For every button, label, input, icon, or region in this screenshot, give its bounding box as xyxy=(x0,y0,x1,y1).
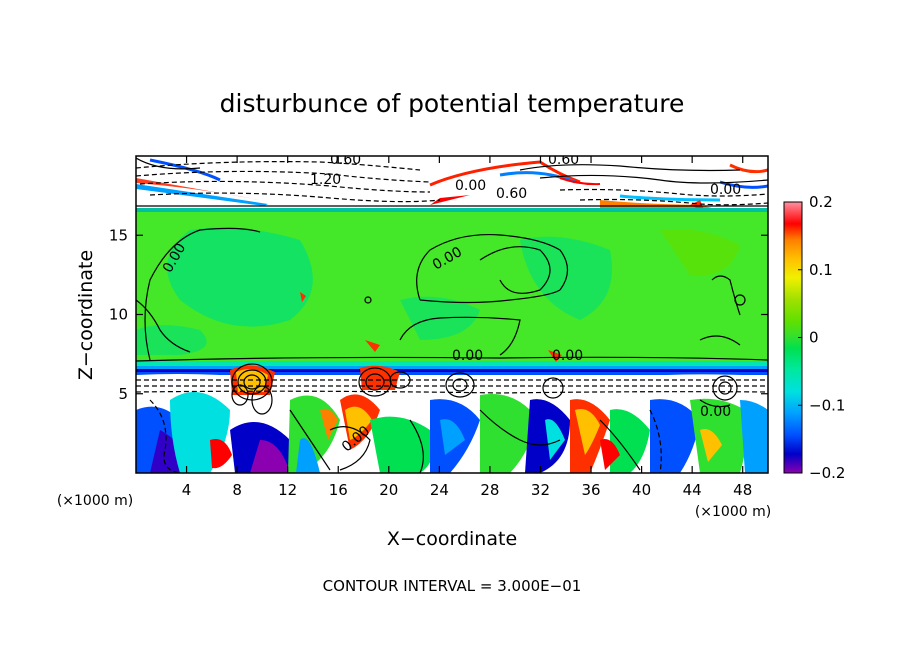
x-tick-label: 16 xyxy=(329,481,348,499)
contour-interval-label: CONTOUR INTERVAL = xyxy=(323,577,498,595)
y-tick-label: 15 xyxy=(109,226,128,244)
convective-cell-contours xyxy=(231,294,746,415)
colorbar-tick-label: −0.2 xyxy=(809,464,845,482)
x-tick-label: 32 xyxy=(531,481,550,499)
inversion-band xyxy=(136,366,768,375)
colorbar-tick-label: 0.1 xyxy=(809,261,833,279)
contour-label: 1.20 xyxy=(310,172,341,188)
contour-lines xyxy=(136,157,768,473)
colorbar-tick-label: −0.1 xyxy=(809,396,845,414)
x-tick-label: 28 xyxy=(480,481,499,499)
y-tick-label: 10 xyxy=(109,306,128,324)
x-tick-label: 36 xyxy=(581,481,600,499)
contour-label: 0.00 xyxy=(710,182,741,198)
chart-title: disturbunce of potential temperature xyxy=(220,89,685,118)
x-tick-label: 8 xyxy=(232,481,242,499)
y-axis: 5 10 15 xyxy=(109,226,768,403)
x-unit-label: (×1000 m) xyxy=(695,504,771,520)
mid-layer-field xyxy=(136,212,768,368)
contour-label: 0.60 xyxy=(496,186,527,202)
contour-interval-note: CONTOUR INTERVAL = 3.000E−01 xyxy=(323,577,582,595)
contour-label: 0.60 xyxy=(548,152,579,168)
x-axis-label: X−coordinate xyxy=(387,528,517,550)
y-tick-label: 5 xyxy=(118,385,128,403)
x-tick-label: 4 xyxy=(182,481,192,499)
colorbar: 0.2 0.1 0 −0.1 −0.2 xyxy=(783,193,845,482)
x-tick-label: 40 xyxy=(632,481,651,499)
contour-label: 0.00 xyxy=(452,348,483,364)
x-axis: 4 8 12 16 20 24 28 32 36 40 44 48 xyxy=(182,156,752,499)
contour-label: 0.00 xyxy=(552,348,583,364)
x-tick-label: 20 xyxy=(379,481,398,499)
x-tick-label: 44 xyxy=(683,481,702,499)
contour-interval-value: 3.000E−01 xyxy=(497,577,581,595)
colorbar-tick-label: 0.2 xyxy=(809,193,833,211)
contour-label: 0.60 xyxy=(330,152,361,168)
x-tick-label: 48 xyxy=(733,481,752,499)
upper-layer-field xyxy=(136,156,768,212)
contour-label: 0.00 xyxy=(455,178,486,194)
lower-layer-field xyxy=(136,292,768,473)
colorbar-tick-label: 0 xyxy=(809,329,819,347)
y-axis-label: Z−coordinate xyxy=(75,250,97,380)
colorbar-ticks: 0.2 0.1 0 −0.1 −0.2 xyxy=(798,193,845,482)
y-unit-label: (×1000 m) xyxy=(57,493,133,509)
x-tick-label: 12 xyxy=(278,481,297,499)
plot-area: 0.60 1.20 0.60 0.00 0.60 0.00 0.00 0.00 … xyxy=(136,152,768,473)
x-tick-label: 24 xyxy=(430,481,449,499)
contour-label: 0.00 xyxy=(700,404,731,420)
